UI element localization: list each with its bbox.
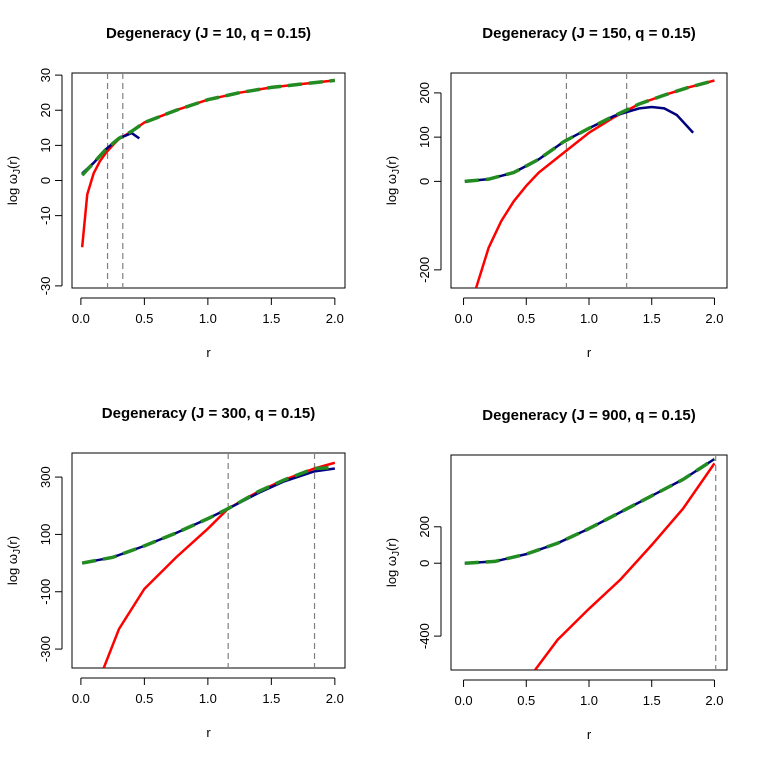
y-tick-label: 0 [417,560,432,567]
x-axis-label: r [587,345,592,360]
x-tick-label: 1.0 [580,693,598,708]
y-label-main: log ω [5,554,20,585]
y-axis-label: log ωJ(r) [5,536,23,585]
x-tick-label: 0.0 [72,691,90,706]
y-label-end: (r) [384,538,399,551]
plot-box [450,72,728,289]
series-line [464,78,715,184]
y-label-main: log ω [5,174,20,205]
y-axis-label: log ωJ(r) [384,538,402,587]
x-tick-label: 0.5 [135,311,153,326]
y-tick-label: 200 [417,82,432,104]
series-line [102,461,336,668]
y-tick-label: 0 [38,177,53,184]
y-tick-label: 20 [38,103,53,117]
y-tick-label: -100 [38,579,53,605]
panel: Degeneracy (J = 900, q = 0.15) 0.0 0.5 1.0 1… [384,407,728,742]
series-line [464,105,695,183]
x-tick-label: 1.5 [643,693,661,708]
x-tick-label: 1.0 [199,311,217,326]
y-label-end: (r) [5,156,20,169]
y-tick-label: -10 [38,206,53,225]
y-label-sub: J [12,169,23,174]
y-label-main: log ω [384,556,399,587]
series-line [81,467,336,565]
x-tick-label: 1.0 [199,691,217,706]
x-axis-label: r [587,727,592,742]
x-tick-label: 0.5 [517,311,535,326]
x-tick-label: 0.5 [135,691,153,706]
plot-box [71,72,346,289]
x-tick-label: 2.0 [326,311,344,326]
chart-title: Degeneracy (J = 900, q = 0.15) [482,407,695,424]
chart-title: Degeneracy (J = 300, q = 0.15) [102,405,315,422]
chart-title: Degeneracy (J = 10, q = 0.15) [106,25,311,42]
series-line [534,462,716,670]
x-tick-label: 2.0 [705,311,723,326]
y-axis-label: log ωJ(r) [384,156,402,205]
series-line [80,78,336,177]
y-tick-label: 300 [38,466,53,488]
y-label-sub: J [391,551,402,556]
x-tick-label: 0.0 [455,693,473,708]
x-axis-label: r [206,725,211,740]
x-tick-label: 1.0 [580,311,598,326]
plot-box [71,452,346,669]
y-tick-label: 10 [38,138,53,152]
series-line [80,79,335,248]
series-line [81,465,335,565]
panel: Degeneracy (J = 150, q = 0.15) 0.0 0.5 1.0 1… [384,25,728,360]
x-tick-label: 2.0 [326,691,344,706]
x-tick-label: 2.0 [705,693,723,708]
x-axis-label: r [206,345,211,360]
panel: Degeneracy (J = 10, q = 0.15) 0.0 0.5 1.0 1.… [5,25,346,360]
y-tick-label: 100 [38,524,53,546]
y-tick-label: 30 [38,68,53,82]
chart-title: Degeneracy (J = 150, q = 0.15) [482,25,695,42]
y-label-main: log ω [384,174,399,205]
x-tick-label: 0.5 [517,693,535,708]
x-tick-label: 1.5 [643,311,661,326]
series-line [464,457,716,565]
y-tick-label: 200 [417,516,432,538]
y-label-sub: J [391,169,402,174]
series-line [464,457,716,565]
y-label-end: (r) [5,536,20,549]
y-tick-label: -30 [38,276,53,295]
y-tick-label: -200 [417,257,432,283]
x-tick-label: 1.5 [262,691,280,706]
y-tick-label: -400 [417,623,432,649]
y-label-sub: J [12,549,23,554]
x-tick-label: 0.0 [72,311,90,326]
y-tick-label: -300 [38,636,53,662]
y-tick-label: 100 [417,126,432,148]
x-tick-label: 1.5 [262,311,280,326]
panel: Degeneracy (J = 300, q = 0.15) 0.0 0.5 1.0 1… [5,405,346,740]
y-label-end: (r) [384,156,399,169]
x-tick-label: 0.0 [455,311,473,326]
y-axis-label: log ωJ(r) [5,156,23,205]
y-tick-label: 0 [417,178,432,185]
plot-box [450,454,728,671]
series-line [474,79,715,288]
